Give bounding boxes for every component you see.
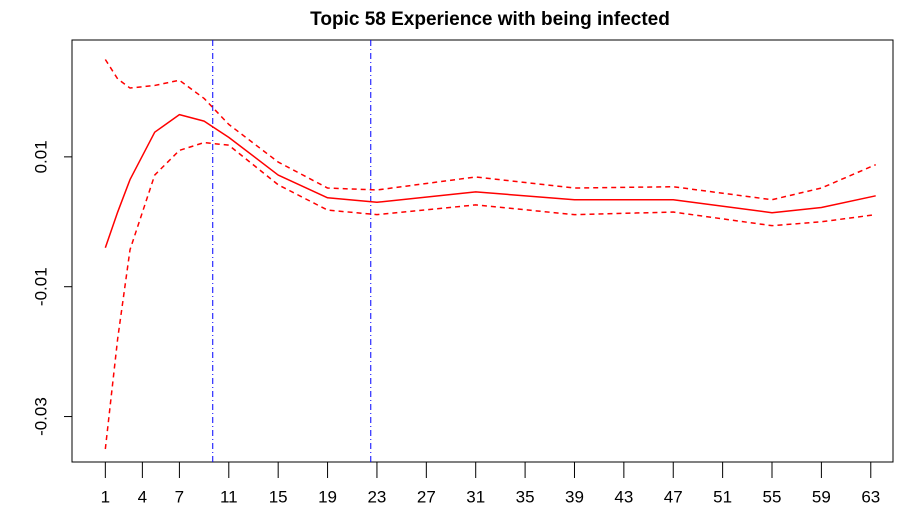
x-tick-label: 51 [713,487,732,506]
y-tick-label: -0.03 [31,397,50,436]
plot-frame [71,39,894,463]
y-tick-label: -0.01 [31,267,50,306]
x-tick-label: 55 [763,487,782,506]
x-tick-label: 19 [318,487,337,506]
x-tick-label: 39 [565,487,584,506]
x-tick-label: 4 [138,487,147,506]
x-tick-label: 63 [861,487,880,506]
x-tick-label: 47 [664,487,683,506]
x-tick-label: 11 [220,487,238,506]
x-tick-label: 35 [516,487,535,506]
series-line [104,113,876,248]
x-tick-label: 27 [417,487,436,506]
x-tick-label: 7 [175,487,184,506]
x-tick-label: 31 [466,487,485,506]
series-line [104,59,877,201]
series-line [104,141,876,450]
x-tick-label: 15 [269,487,288,506]
y-tick-label: 0.01 [31,140,50,173]
x-tick-label: 59 [812,487,831,506]
x-tick-label: 23 [367,487,386,506]
x-tick-label: 43 [614,487,633,506]
chart-title: Topic 58 Experience with being infected [310,9,670,30]
x-tick-label: 1 [101,487,110,506]
